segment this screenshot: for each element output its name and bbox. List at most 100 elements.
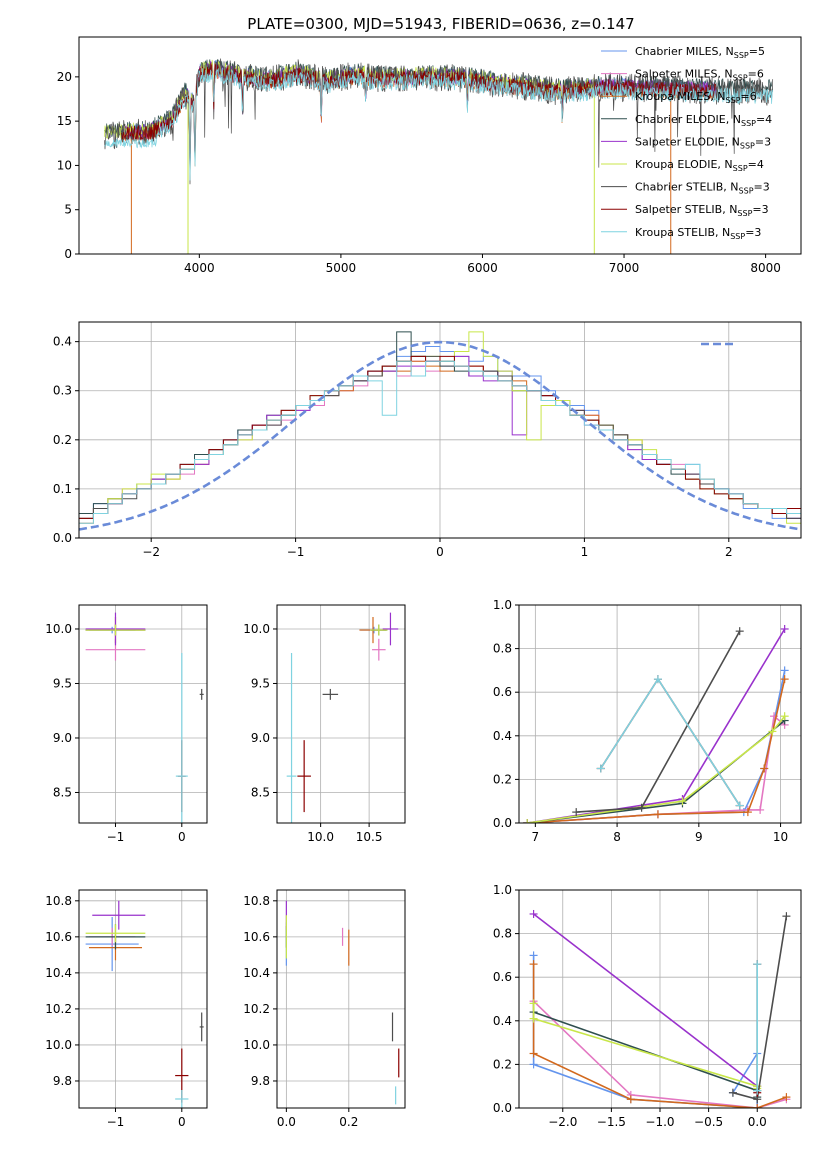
legend-label-base: Kroupa MILES, N (635, 90, 725, 103)
legend-label-base: Chabrier MILES, N (635, 45, 734, 58)
y-tick-label: 10 (57, 158, 72, 172)
legend-label-suffix: =3 (752, 203, 768, 216)
legend-label-base: Salpeter STELIB, N (635, 203, 737, 216)
y-tick-label: 0.6 (493, 970, 512, 984)
gaussian-curve (79, 340, 799, 531)
legend-label: Kroupa MILES, NSSP=6 (635, 90, 757, 105)
axes-frame (276, 889, 406, 1109)
legend-label-suffix: =6 (748, 68, 764, 81)
errorbar-group (285, 900, 400, 1105)
legend-label-suffix: =3 (755, 135, 771, 148)
x-tick-label: 6000 (467, 261, 498, 275)
y-tick-label: 9.0 (53, 731, 72, 745)
x-tick-label: 4000 (184, 261, 215, 275)
figure-title: PLATE=0300, MJD=51943, FIBERID=0636, z=0… (247, 15, 634, 33)
y-tick-label: 20 (57, 70, 72, 84)
axes-frame (518, 889, 802, 1109)
errorbar-group (85, 612, 204, 823)
y-tick-label: 10.2 (45, 1002, 72, 1016)
x-tick-label: −2.0 (548, 1115, 577, 1129)
y-tick-label: 0 (64, 247, 72, 261)
weight-vs-metallicity-panel: −2.0 −1.5 −1.0 −0.5 0.0 0.0 0.2 0.4 0.6 0.8 1.0 (493, 883, 802, 1129)
y-tick-label: 10.8 (45, 894, 72, 908)
y-tick-label: 8.5 (53, 785, 72, 799)
y-tick-label: 0.8 (493, 927, 512, 941)
y-tick-label: 1.0 (493, 598, 512, 612)
y-tick-label: 0.3 (53, 384, 72, 398)
y-tick-label: 10.6 (45, 930, 72, 944)
errorbar-group (286, 612, 399, 823)
x-tick-label: 0 (178, 830, 186, 844)
grid-group (277, 890, 405, 1108)
y-tick-label: 0.4 (53, 335, 72, 349)
legend-label: Kroupa ELODIE, NSSP=4 (635, 158, 764, 173)
legend-label-suffix: =3 (745, 226, 761, 239)
x-tick-label: 0.0 (277, 1115, 296, 1129)
errorbar-group (85, 900, 204, 1108)
legend-label: Chabrier STELIB, NSSP=3 (635, 181, 770, 196)
x-tick-label: −1 (107, 1115, 125, 1129)
grid-group (519, 604, 801, 824)
legend-label-suffix: =4 (756, 113, 772, 126)
weight-series-line (732, 916, 788, 1101)
y-tick-label: 10.0 (45, 622, 72, 636)
legend-label-sub: SSP (730, 232, 745, 241)
y-tick-label: 0.0 (493, 1101, 512, 1115)
legend-label: Salpeter MILES, NSSP=6 (635, 68, 764, 83)
x-tick-label: −1.0 (645, 1115, 674, 1129)
y-tick-label: 10.6 (243, 930, 270, 944)
x-tick-label: 2 (725, 545, 733, 559)
age-vs-metallicity-panel: −1 0 8.5 9.0 9.5 10.0 (45, 604, 208, 844)
y-tick-label: 0.0 (53, 531, 72, 545)
y-tick-label: 0.8 (493, 642, 512, 656)
y-tick-label: 0.6 (493, 685, 512, 699)
legend-label-base: Salpeter ELODIE, N (635, 135, 740, 148)
y-tick-label: 9.8 (251, 1074, 270, 1088)
y-tick-label: 5 (64, 203, 72, 217)
x-tick-label: 0 (178, 1115, 186, 1129)
axes-frame (78, 321, 802, 539)
legend-label-suffix: =6 (740, 90, 756, 103)
y-tick-label: 0.4 (493, 729, 512, 743)
y-tick-label: 0.2 (53, 433, 72, 447)
y-tick-label: 10.8 (243, 894, 270, 908)
legend-label-base: Kroupa STELIB, N (635, 226, 730, 239)
legend-label: Chabrier ELODIE, NSSP=4 (635, 113, 772, 128)
y-tick-label: 0.0 (493, 816, 512, 830)
legend-label: Salpeter ELODIE, NSSP=3 (635, 135, 771, 150)
x-tick-label: 8000 (750, 261, 781, 275)
legend-label-base: Chabrier STELIB, N (635, 181, 739, 194)
legend-label-suffix: =3 (754, 181, 770, 194)
x-tick-label: −2 (142, 545, 160, 559)
axes-frame (276, 604, 406, 824)
grid-group (519, 889, 801, 1109)
x-tick-label: 0.0 (748, 1115, 767, 1129)
y-tick-label: 10.0 (243, 622, 270, 636)
x-tick-label: −0.5 (694, 1115, 723, 1129)
legend-label-sub: SSP (733, 164, 748, 173)
y-tick-label: 10.2 (243, 1002, 270, 1016)
legend-label-suffix: =4 (748, 158, 764, 171)
axes-frame (78, 604, 208, 824)
weight-series-line (533, 1011, 758, 1098)
histogram-step (79, 360, 801, 524)
y-tick-label: 8.5 (251, 785, 270, 799)
legend-label: Chabrier MILES, NSSP=5 (635, 45, 765, 60)
x-tick-label: 0.2 (339, 1115, 358, 1129)
weight-series-line (576, 630, 741, 813)
mass-vs-ebv-panel: 0.0 0.2 9.8 10.0 10.2 10.4 10.6 10.8 (243, 889, 406, 1129)
weight-lines (529, 909, 791, 1108)
spectrum-line (104, 67, 774, 181)
x-tick-label: 10 (773, 830, 788, 844)
x-tick-label: 9 (695, 830, 703, 844)
legend-label-suffix: =5 (749, 45, 765, 58)
axes-frame (518, 604, 802, 824)
y-tick-label: 9.0 (251, 731, 270, 745)
axes-frame (78, 889, 208, 1109)
legend-label-sub: SSP (737, 209, 752, 218)
weight-series-line (533, 1000, 787, 1108)
mass-vs-metallicity-panel: −1 0 9.8 10.0 10.2 10.4 10.6 10.8 (45, 889, 208, 1129)
grid-group (79, 322, 801, 539)
